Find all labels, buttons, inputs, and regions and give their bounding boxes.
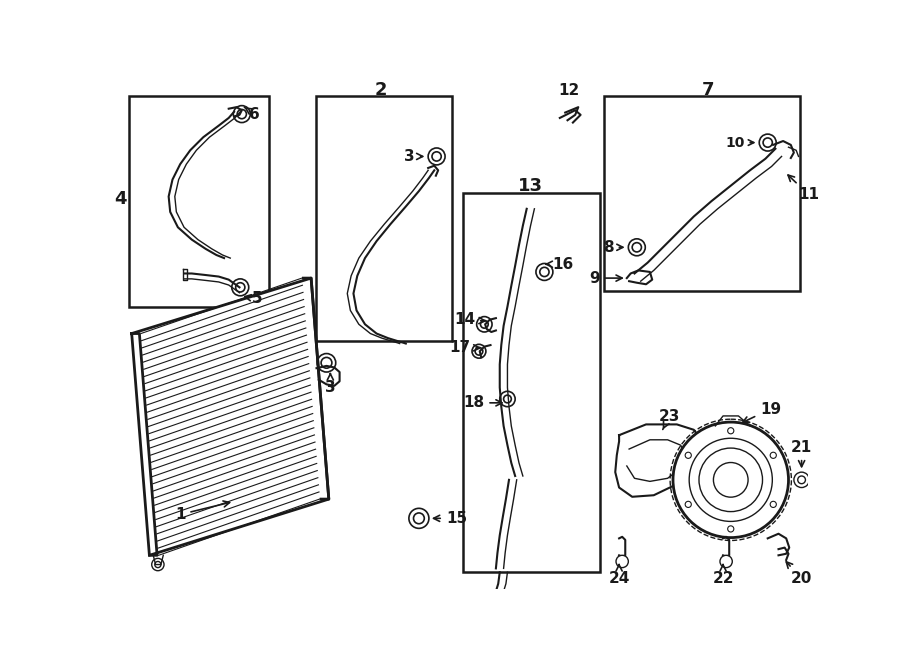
- Text: 11: 11: [788, 175, 820, 203]
- Circle shape: [673, 422, 788, 538]
- Text: 13: 13: [518, 177, 543, 195]
- Text: 8: 8: [603, 240, 623, 255]
- Circle shape: [685, 501, 691, 508]
- Circle shape: [616, 555, 628, 567]
- Polygon shape: [616, 424, 701, 496]
- Text: 23: 23: [659, 409, 680, 430]
- Text: 22: 22: [712, 565, 733, 586]
- Text: 7: 7: [701, 81, 714, 99]
- Text: 20: 20: [787, 562, 812, 586]
- Circle shape: [714, 463, 748, 497]
- Text: 21: 21: [791, 440, 812, 467]
- Circle shape: [728, 526, 733, 532]
- Bar: [605, 97, 800, 291]
- Polygon shape: [131, 278, 328, 555]
- Text: 4: 4: [114, 190, 127, 208]
- Circle shape: [685, 452, 691, 458]
- Text: 24: 24: [608, 565, 630, 586]
- Text: 12: 12: [558, 83, 580, 98]
- Text: 19: 19: [742, 401, 781, 422]
- Circle shape: [770, 501, 777, 508]
- Bar: [317, 97, 452, 341]
- Circle shape: [728, 428, 733, 434]
- Text: 16: 16: [546, 257, 573, 271]
- Text: 3: 3: [325, 373, 336, 395]
- Text: 3: 3: [404, 149, 423, 164]
- Text: 15: 15: [434, 511, 467, 526]
- Text: 6: 6: [245, 107, 260, 122]
- Text: 10: 10: [725, 136, 754, 150]
- Text: 5: 5: [245, 291, 263, 307]
- Text: 17: 17: [449, 340, 480, 355]
- Circle shape: [720, 555, 733, 567]
- Text: 18: 18: [464, 395, 502, 410]
- Text: 14: 14: [454, 312, 485, 327]
- Text: 1: 1: [175, 501, 230, 522]
- Circle shape: [770, 452, 777, 458]
- Bar: [129, 97, 269, 307]
- Bar: [463, 193, 599, 572]
- Text: 9: 9: [590, 271, 622, 285]
- Text: 2: 2: [374, 81, 387, 99]
